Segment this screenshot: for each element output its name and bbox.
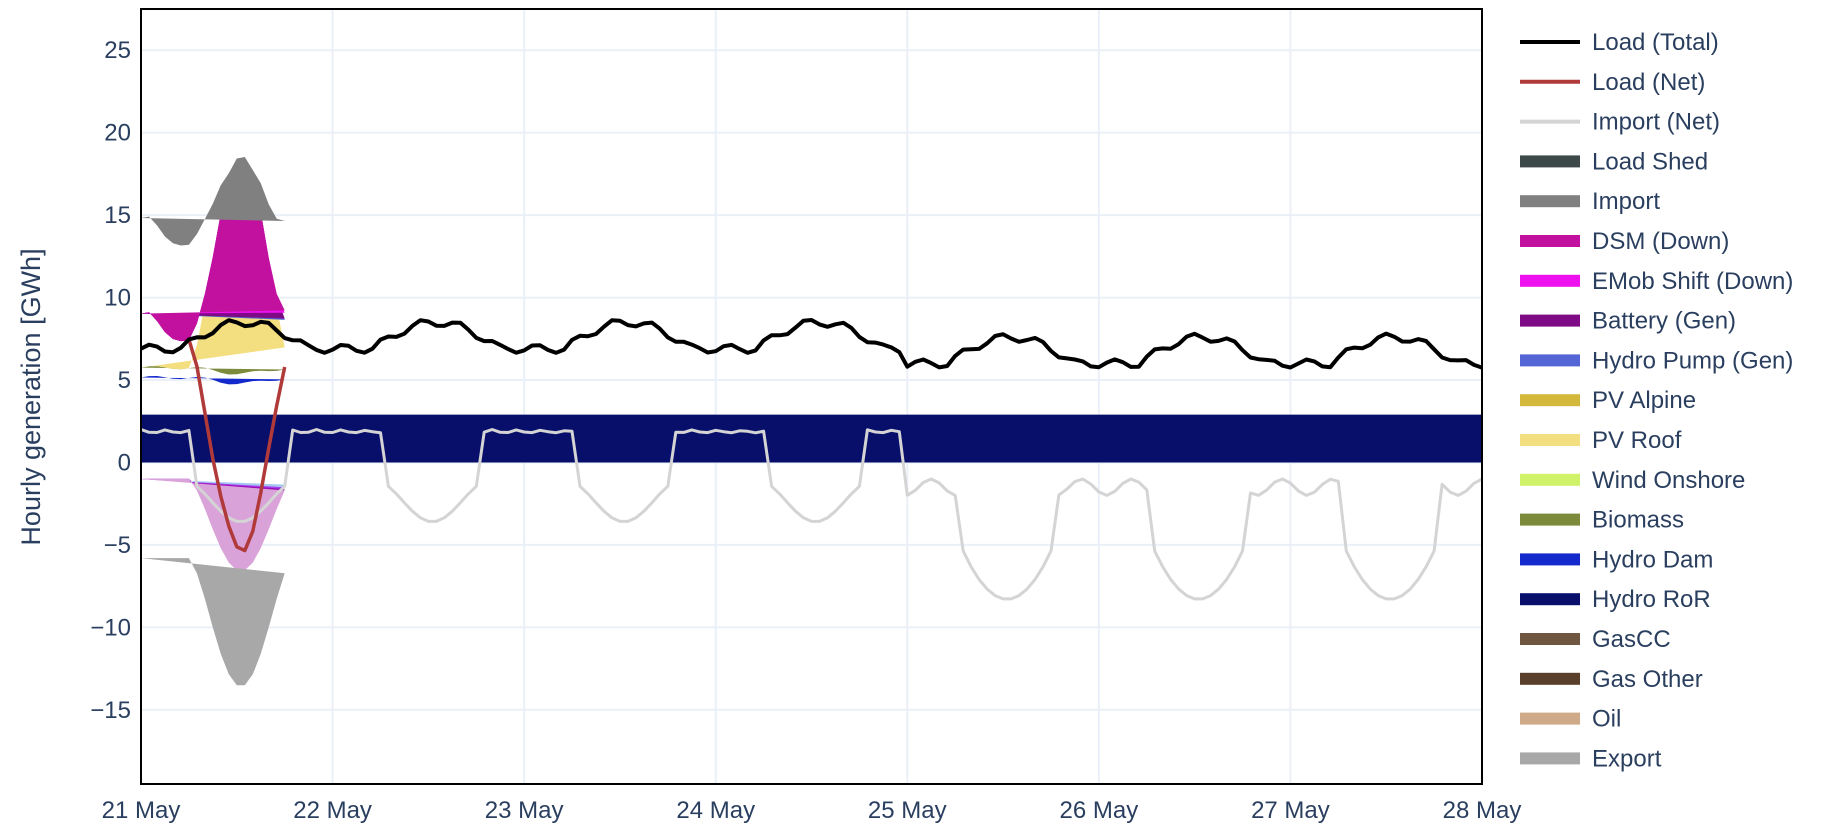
legend-label: Export [1592,745,1662,772]
legend-swatch [1520,633,1580,645]
legend-swatch [1520,314,1580,327]
legend-label: EMob Shift (Down) [1592,268,1793,295]
legend-item: DSM (Down) [1520,228,1729,255]
legend-label: Hydro Dam [1592,546,1713,573]
y-axis-title: Hourly generation [GWh] [16,248,46,545]
line-layer [140,318,1483,601]
legend-item: Export [1520,745,1662,772]
y-tick-label: 0 [118,449,131,476]
y-tick-label: 20 [104,120,131,147]
legend-label: PV Roof [1592,427,1682,454]
legend-label: Gas Other [1592,666,1703,693]
legend-swatch [1520,672,1580,685]
plot-frame [140,8,1483,785]
x-tick-label: 25 May [868,797,947,824]
line-load-total [140,318,1483,370]
area-hydro-ror [141,414,1482,463]
legend-label: Load (Total) [1592,29,1719,56]
x-tick-label: 27 May [1251,797,1330,824]
legend-item: Import (Net) [1520,109,1720,136]
legend-swatch [1520,274,1580,287]
legend-label: Import (Net) [1592,109,1720,136]
y-tick-label: −5 [104,532,131,559]
legend-item: Hydro Dam [1520,546,1713,573]
legend-label: PV Alpine [1592,387,1696,414]
legend-swatch [1520,394,1580,407]
line-import-net [140,428,1483,601]
legend-swatch [1520,434,1580,446]
legend-label: Hydro RoR [1592,586,1711,613]
x-tick-label: 23 May [485,797,564,824]
legend-swatch [1520,752,1580,765]
x-tick-label: 26 May [1060,797,1139,824]
area-hydro-dam [141,376,285,385]
legend-label: DSM (Down) [1592,228,1729,255]
area-import [141,157,285,246]
area-battery-charging [141,478,285,571]
legend-swatch [1520,235,1580,247]
x-tick-label: 28 May [1443,797,1522,824]
legend-swatch [1520,593,1580,606]
y-tick-label: 25 [104,37,131,64]
legend-item: PV Alpine [1520,387,1696,414]
legend-item: Biomass [1520,507,1684,534]
area-export [141,558,285,686]
legend-item: Wind Onshore [1520,467,1745,494]
legend-label: Hydro Pump (Gen) [1592,347,1793,374]
legend-item: Import [1520,188,1660,215]
legend-label: GasCC [1592,626,1671,653]
legend-item: PV Roof [1520,427,1682,454]
legend-item: Gas Other [1520,666,1703,693]
legend-label: Battery (Gen) [1592,308,1736,335]
legend-item: Load (Total) [1520,29,1719,56]
legend: Load (Total) Load (Net) Import (Net) Load S… [1520,29,1793,772]
legend-label: Wind Onshore [1592,467,1745,494]
legend-item: Hydro RoR [1520,586,1711,613]
x-axis-ticks: 21 May 22 May 23 May 24 May 25 May 26 May 27 M… [102,797,1522,824]
x-tick-label: 22 May [293,797,372,824]
legend-label: Oil [1592,706,1621,733]
legend-swatch [1520,155,1580,168]
legend-label: Load (Net) [1592,69,1705,96]
legend-item: GasCC [1520,626,1671,653]
legend-swatch [1520,354,1580,367]
legend-label: Load Shed [1592,148,1708,175]
legend-item: EMob Shift (Down) [1520,268,1793,295]
y-tick-label: 15 [104,202,131,229]
legend-swatch [1520,553,1580,566]
plot-background [141,9,1482,784]
legend-swatch [1520,513,1580,526]
x-tick-label: 24 May [676,797,755,824]
legend-swatch [1520,473,1580,486]
legend-label: Biomass [1592,507,1684,534]
legend-item: Battery (Gen) [1520,308,1736,335]
y-axis-ticks: 25 20 15 10 5 0 −5 −10 −15 [90,37,131,724]
legend-item: Load Shed [1520,148,1708,175]
legend-label: Import [1592,188,1660,215]
legend-swatch [1520,195,1580,208]
y-tick-label: −15 [90,697,131,724]
y-tick-label: −10 [90,614,131,641]
legend-item: Oil [1520,706,1621,733]
grid-layer [140,9,1483,784]
legend-item: Load (Net) [1520,69,1705,96]
legend-item: Hydro Pump (Gen) [1520,347,1793,374]
x-tick-label: 21 May [102,797,181,824]
legend-swatch [1520,712,1580,725]
y-tick-label: 10 [104,285,131,312]
y-tick-label: 5 [118,367,131,394]
